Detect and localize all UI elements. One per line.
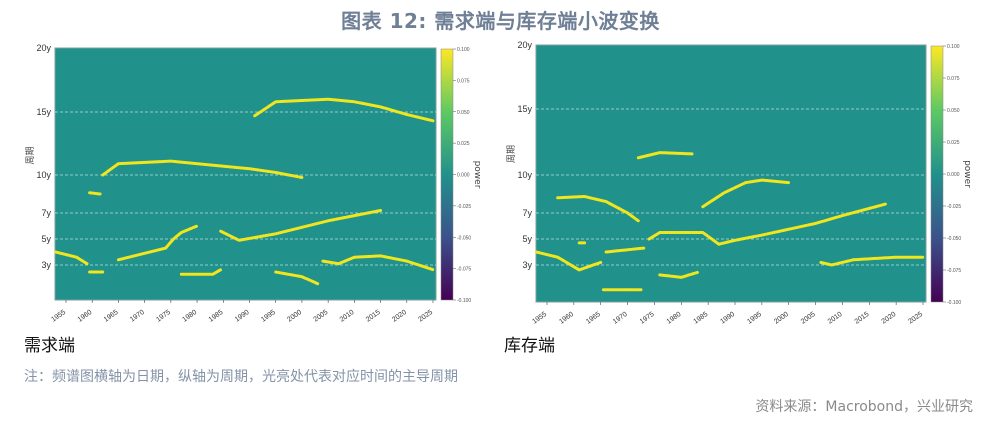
x-tick-label: 2025 bbox=[417, 309, 434, 324]
x-tick-label: 1980 bbox=[666, 311, 683, 326]
y-tick-label: 10y bbox=[517, 170, 532, 180]
x-tick-label: 2015 bbox=[854, 311, 871, 326]
ridge-line bbox=[604, 246, 646, 254]
colorbar-tick: -0.075 bbox=[457, 267, 471, 273]
x-tick-label: 1960 bbox=[77, 309, 94, 324]
colorbar-tick: -0.025 bbox=[457, 204, 471, 210]
y-tick-label: 20y bbox=[517, 40, 532, 50]
y-tick-label: 7y bbox=[522, 208, 532, 218]
colorbar-label: power bbox=[962, 160, 972, 188]
y-axis-label: 周期 bbox=[25, 146, 36, 164]
x-tick-label: 2020 bbox=[881, 311, 898, 326]
y-tick-label: 20y bbox=[36, 43, 51, 53]
right-chart-caption: 库存端 bbox=[504, 336, 555, 356]
x-tick-label: 1975 bbox=[155, 309, 172, 324]
colorbar-tick: 0.100 bbox=[457, 47, 470, 53]
colorbar-tick: 0.075 bbox=[947, 76, 960, 82]
ridge-line bbox=[101, 159, 304, 179]
ridge-line bbox=[819, 255, 925, 267]
ridge-line bbox=[253, 97, 435, 123]
x-tick-label: 2020 bbox=[391, 309, 408, 324]
colorbar bbox=[440, 48, 454, 301]
ridge-line bbox=[534, 250, 603, 272]
y-tick-label: 3y bbox=[522, 260, 532, 270]
x-tick-label: 1990 bbox=[719, 311, 736, 326]
x-tick-label: 2025 bbox=[907, 311, 924, 326]
inventory-wavelet-chart: 3y 5y 7y 10y 15y 20y 周期 1955 1960 1965 1970 1975 198… bbox=[506, 40, 972, 326]
footnote: 注：频谱图横轴为日期，纵轴为周期，光亮处代表对应时间的主导周期 bbox=[24, 369, 458, 385]
ridge-line bbox=[701, 178, 791, 209]
ridge-line bbox=[658, 270, 699, 279]
colorbar-tick: 0.075 bbox=[457, 78, 470, 84]
ridge-line bbox=[54, 250, 89, 266]
x-tick-label: 1970 bbox=[612, 311, 629, 326]
y-tick-label: 7y bbox=[41, 208, 51, 218]
x-tick-label: 1990 bbox=[234, 309, 251, 324]
x-tick-label: 1980 bbox=[181, 309, 198, 324]
colorbar-tick: 0.000 bbox=[457, 173, 470, 179]
colorbar-tick: -0.100 bbox=[457, 298, 471, 304]
y-tick-label: 15y bbox=[36, 107, 51, 117]
ridge-line bbox=[116, 224, 199, 262]
plot-area bbox=[54, 47, 437, 301]
ridge-line bbox=[647, 202, 887, 246]
x-tick-label: 1995 bbox=[260, 309, 277, 324]
ridge-line bbox=[274, 270, 320, 286]
left-chart-caption: 需求端 bbox=[24, 336, 75, 356]
x-tick-label: 2015 bbox=[365, 309, 382, 324]
x-tick-label: 1960 bbox=[558, 311, 575, 326]
colorbar-label: power bbox=[472, 161, 482, 189]
x-tick-label: 1975 bbox=[639, 311, 656, 326]
y-tick-label: 5y bbox=[41, 234, 51, 244]
colorbar-tick: 0.050 bbox=[947, 108, 960, 114]
ridge-line bbox=[636, 151, 694, 160]
x-tick-label: 2010 bbox=[827, 311, 844, 326]
ridge-line bbox=[556, 194, 640, 223]
x-tick-label: 2000 bbox=[773, 311, 790, 326]
colorbar-tick: -0.050 bbox=[947, 236, 961, 242]
y-tick-label: 3y bbox=[41, 260, 51, 270]
x-tick-label: 2005 bbox=[313, 309, 330, 324]
x-tick-label: 2010 bbox=[339, 309, 356, 324]
ridge-line bbox=[219, 209, 383, 242]
colorbar-tick: 0.025 bbox=[947, 140, 960, 146]
colorbar-tick: -0.025 bbox=[947, 204, 961, 210]
colorbar bbox=[930, 45, 944, 303]
colorbar-tick: -0.100 bbox=[947, 300, 961, 306]
y-tick-label: 5y bbox=[522, 234, 532, 244]
x-tick-label: 1965 bbox=[585, 311, 602, 326]
x-tick-label: 1965 bbox=[103, 309, 120, 324]
x-tick-label: 2005 bbox=[800, 311, 817, 326]
x-tick-label: 1995 bbox=[746, 311, 763, 326]
ridge-line bbox=[179, 268, 223, 276]
ridge-line bbox=[88, 191, 102, 196]
ridge-line bbox=[321, 254, 435, 272]
colorbar-tick: -0.050 bbox=[457, 235, 471, 241]
x-tick-label: 1955 bbox=[531, 311, 548, 326]
x-tick-label: 1955 bbox=[50, 309, 67, 324]
colorbar-tick: 0.100 bbox=[947, 44, 960, 50]
colorbar-tick: 0.000 bbox=[947, 172, 960, 178]
y-tick-label: 15y bbox=[517, 104, 532, 114]
x-tick-label: 2000 bbox=[286, 309, 303, 324]
x-tick-label: 1970 bbox=[129, 309, 146, 324]
colorbar-tick: 0.050 bbox=[457, 110, 470, 116]
colorbar-tick: 0.025 bbox=[457, 141, 470, 147]
x-tick-label: 1985 bbox=[208, 309, 225, 324]
x-tick-label: 1985 bbox=[693, 311, 710, 326]
colorbar-tick: -0.075 bbox=[947, 268, 961, 274]
source-note: 资料来源：Macrobond，兴业研究 bbox=[755, 399, 973, 415]
figure-title: 图表 12: 需求端与库存端小波变换 bbox=[341, 9, 660, 33]
y-tick-label: 10y bbox=[36, 170, 51, 180]
demand-wavelet-chart: 3y 5y 7y 10y 15y 20y 周期 1955 1960 1965 1970 1975 198… bbox=[25, 43, 482, 324]
y-axis-label: 周期 bbox=[506, 145, 517, 163]
